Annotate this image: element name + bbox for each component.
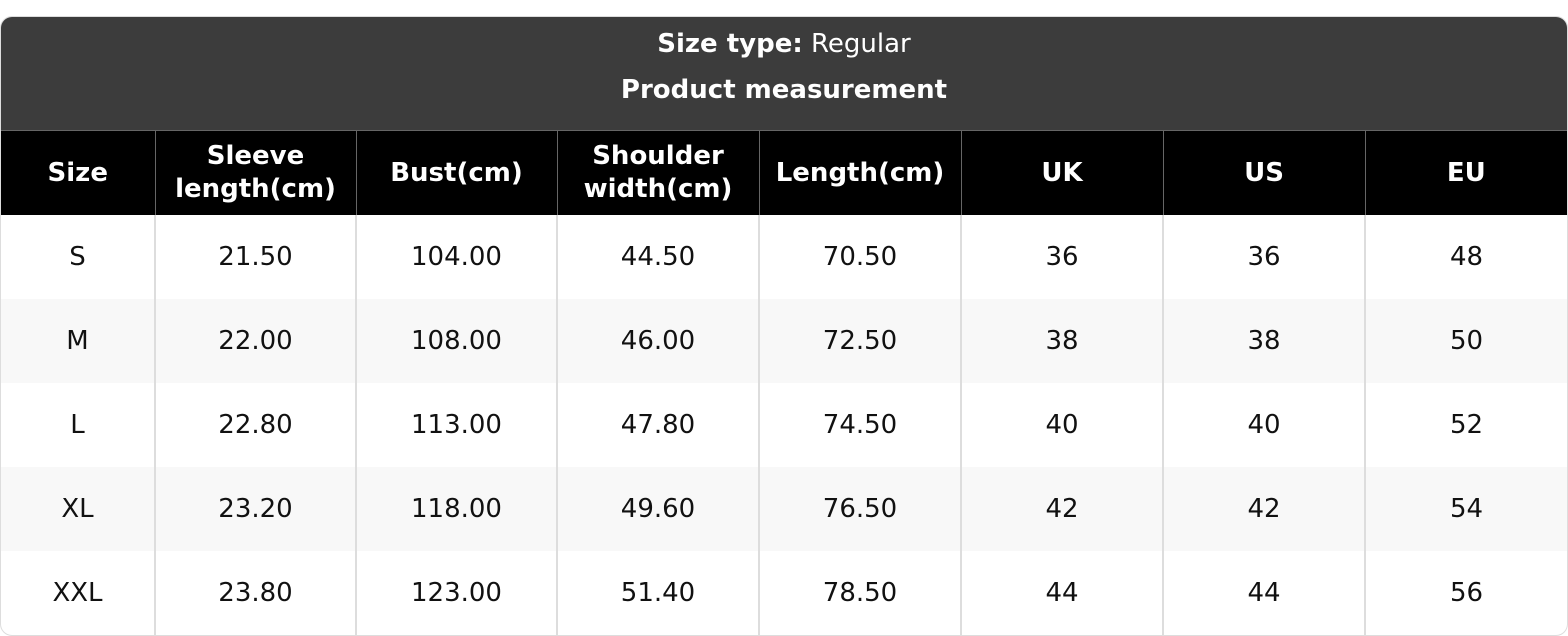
- table-row: XXL 23.80 123.00 51.40 78.50 44 44 56: [1, 551, 1567, 635]
- table-cell: 23.20: [154, 467, 356, 551]
- column-header: Shoulder width(cm): [556, 131, 759, 215]
- column-header: US: [1162, 131, 1365, 215]
- table-cell: 108.00: [355, 299, 557, 383]
- table-cell: L: [70, 410, 85, 440]
- table-cell: 21.50: [154, 215, 356, 299]
- table-cell: 104.00: [355, 215, 557, 299]
- table-cell: 23.80: [154, 551, 356, 635]
- size-chart: Size type: Regular Product measurement S…: [0, 16, 1568, 636]
- table-row: L 22.80 113.00 47.80 74.50 40 40 52: [1, 383, 1567, 467]
- measurement-table: Size Sleeve length(cm) Bust(cm) Shoulder wi…: [1, 131, 1567, 635]
- table-cell: S: [69, 242, 86, 272]
- size-type-label: Size type:: [657, 29, 803, 59]
- table-cell: 44.50: [556, 215, 759, 299]
- table-row: XL 23.20 118.00 49.60 76.50 42 42 54: [1, 467, 1567, 551]
- table-cell: XXL: [52, 578, 103, 608]
- column-header: Size: [1, 131, 155, 215]
- table-cell: 22.80: [154, 383, 356, 467]
- table-cell: 48: [1364, 215, 1567, 299]
- table-cell: 113.00: [355, 383, 557, 467]
- table-cell: M: [1, 299, 155, 383]
- table-row: S 21.50 104.00 44.50 70.50 36 36 48: [1, 215, 1567, 299]
- size-type-value: Regular: [811, 29, 911, 59]
- column-header: Sleeve length(cm): [154, 131, 356, 215]
- table-cell: 36: [960, 215, 1163, 299]
- table-cell: 38: [1162, 299, 1365, 383]
- table-row: M 22.00 108.00 46.00 72.50 38 38 50: [1, 299, 1567, 383]
- table-cell: 123.00: [355, 551, 557, 635]
- table-cell: 118.00: [355, 467, 557, 551]
- table-cell: 74.50: [758, 383, 961, 467]
- table-cell: 42: [1162, 467, 1365, 551]
- table-cell: 51.40: [556, 551, 759, 635]
- table-cell: 46.00: [556, 299, 759, 383]
- table-cell: 22.00: [154, 299, 356, 383]
- section-title: Product measurement: [620, 75, 948, 105]
- table-cell: 56: [1364, 551, 1567, 635]
- table-cell: 40: [1162, 383, 1365, 467]
- column-header: Bust(cm): [355, 131, 557, 215]
- table-cell: 44: [960, 551, 1163, 635]
- column-header: UK: [960, 131, 1163, 215]
- column-header: Length(cm): [758, 131, 961, 215]
- table-cell: 50: [1364, 299, 1567, 383]
- column-header: EU: [1364, 131, 1567, 215]
- header-row: Size Sleeve length(cm) Bust(cm) Shoulder wi…: [1, 131, 1567, 215]
- table-cell: XL: [1, 467, 155, 551]
- table-cell: 54: [1364, 467, 1567, 551]
- table-cell: 76.50: [758, 467, 961, 551]
- table-cell: 36: [1162, 215, 1365, 299]
- table-cell: 47.80: [556, 383, 759, 467]
- table-cell: 49.60: [556, 467, 759, 551]
- table-cell: 52: [1364, 383, 1567, 467]
- table-cell: 78.50: [758, 551, 961, 635]
- size-type: Size type: Regular: [1, 17, 1567, 73]
- table-cell: 40: [960, 383, 1163, 467]
- table-cell: 70.50: [758, 215, 961, 299]
- size-chart-header: Size type: Regular Product measurement: [1, 17, 1567, 131]
- table-cell: 38: [960, 299, 1163, 383]
- table-cell: 72.50: [758, 299, 961, 383]
- table-cell: 42: [960, 467, 1163, 551]
- table-cell: 44: [1162, 551, 1365, 635]
